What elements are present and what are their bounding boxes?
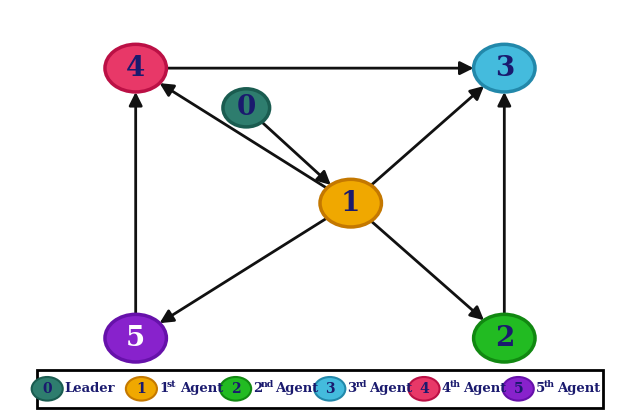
Text: 2: 2 (253, 382, 262, 395)
Ellipse shape (474, 44, 535, 92)
Text: 4: 4 (419, 382, 429, 396)
Text: 1: 1 (159, 382, 168, 395)
Text: st: st (167, 380, 177, 388)
Text: 3: 3 (348, 382, 356, 395)
Text: 5: 5 (513, 382, 523, 396)
Text: 3: 3 (325, 382, 335, 396)
Text: th: th (449, 380, 461, 388)
Text: 4: 4 (126, 55, 145, 82)
FancyBboxPatch shape (37, 370, 603, 408)
Text: 2: 2 (231, 382, 241, 396)
Text: 1: 1 (136, 382, 147, 396)
Ellipse shape (126, 377, 157, 400)
Text: Agent: Agent (180, 382, 224, 395)
Text: 0: 0 (42, 382, 52, 396)
Text: 3: 3 (495, 55, 514, 82)
Text: th: th (544, 380, 555, 388)
Ellipse shape (502, 377, 534, 400)
Text: 0: 0 (237, 94, 256, 121)
Text: Agent: Agent (557, 382, 600, 395)
Text: nd: nd (261, 380, 275, 388)
Ellipse shape (220, 377, 251, 400)
Ellipse shape (31, 377, 63, 400)
Ellipse shape (408, 377, 440, 400)
Text: 2: 2 (495, 325, 514, 352)
Text: Agent: Agent (275, 382, 318, 395)
Text: Leader: Leader (65, 382, 115, 395)
Text: 4: 4 (442, 382, 451, 395)
Text: rd: rd (355, 380, 367, 388)
Text: 5: 5 (536, 382, 545, 395)
Text: Agent: Agent (369, 382, 412, 395)
Ellipse shape (223, 89, 269, 127)
Text: 1: 1 (341, 190, 360, 217)
Ellipse shape (314, 377, 346, 400)
Text: 5: 5 (126, 325, 145, 352)
Ellipse shape (105, 314, 166, 362)
Ellipse shape (474, 314, 535, 362)
Text: Agent: Agent (463, 382, 506, 395)
Ellipse shape (105, 44, 166, 92)
Ellipse shape (320, 179, 381, 227)
